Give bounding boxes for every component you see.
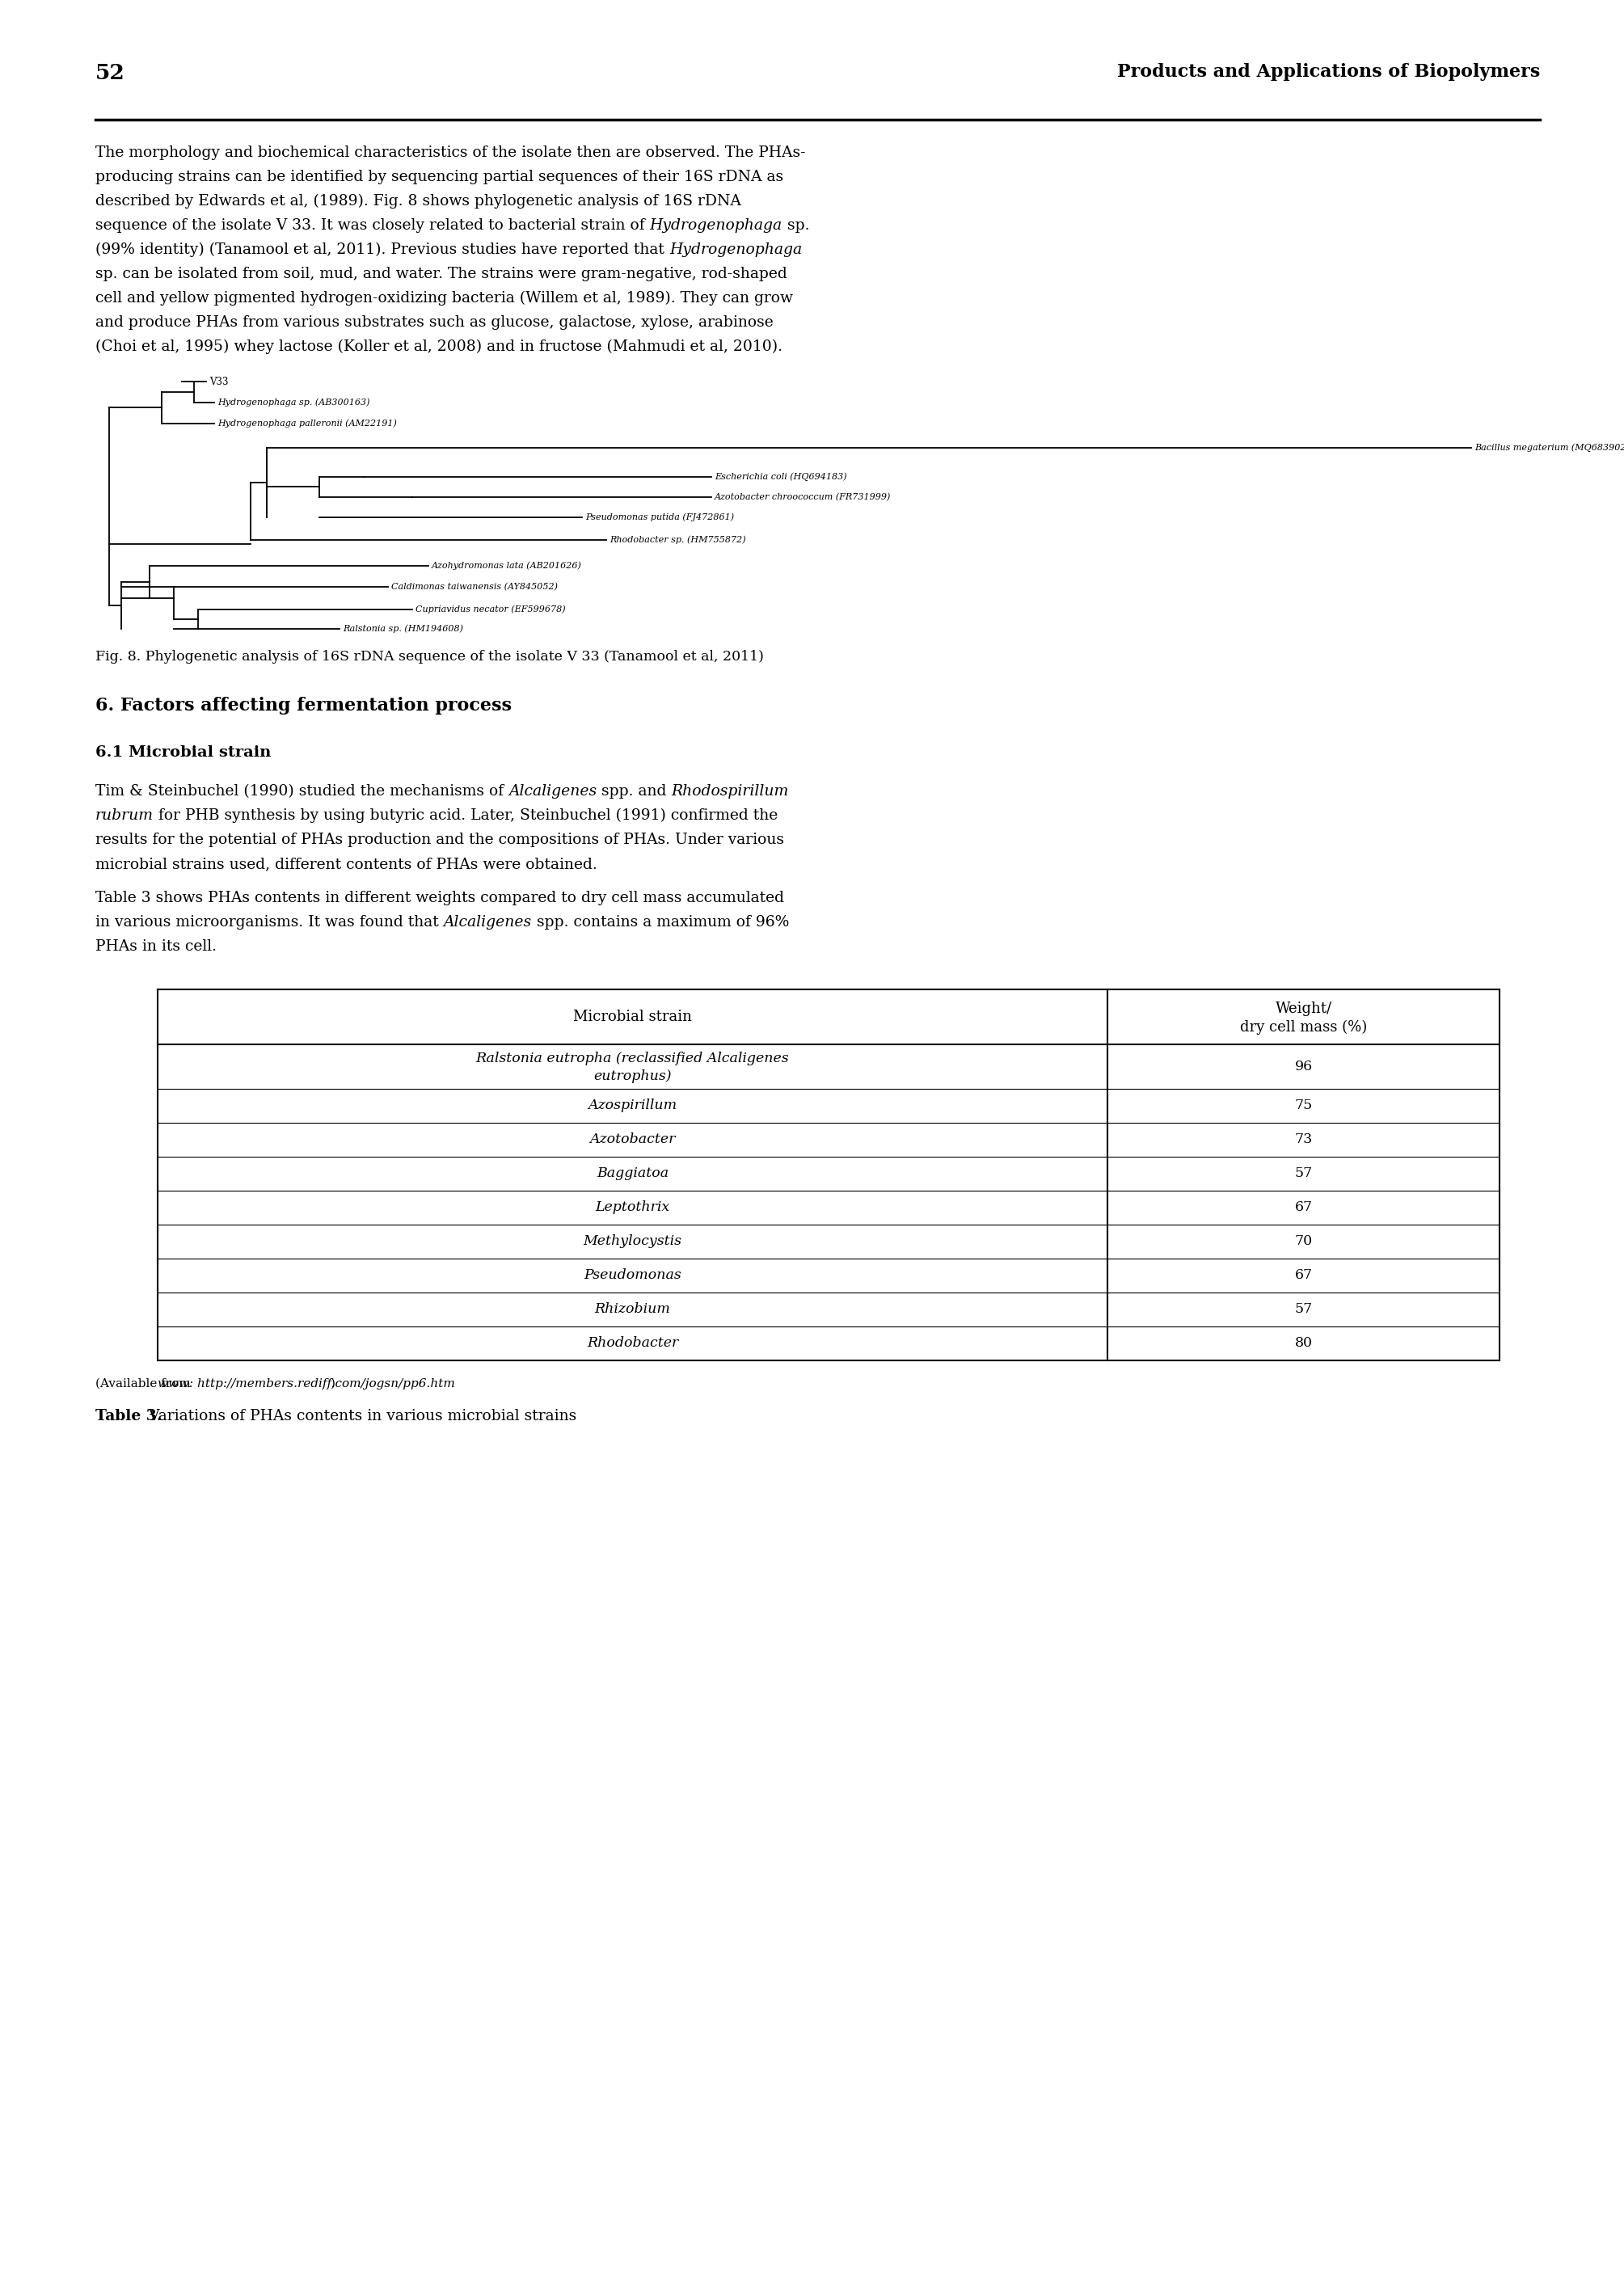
Text: Alcaligenes: Alcaligenes [508,783,596,799]
Text: Ralstonia sp. (HM194608): Ralstonia sp. (HM194608) [343,625,463,632]
Text: cell and yellow pigmented hydrogen-oxidizing bacteria (Willem et al, 1989). They: cell and yellow pigmented hydrogen-oxidi… [96,291,793,307]
Text: (99% identity) (Tanamool et al, 2011). Previous studies have reported that: (99% identity) (Tanamool et al, 2011). P… [96,243,669,256]
Text: Rhodobacter sp. (HM755872): Rhodobacter sp. (HM755872) [609,536,745,545]
Text: 70: 70 [1294,1234,1312,1248]
Text: Table 3 shows PHAs contents in different weights compared to dry cell mass accum: Table 3 shows PHAs contents in different… [96,891,784,905]
Text: Weight/: Weight/ [1275,1001,1332,1017]
Text: Table 3.: Table 3. [96,1408,162,1424]
Text: eutrophus): eutrophus) [593,1069,672,1083]
Text: results for the potential of PHAs production and the compositions of PHAs. Under: results for the potential of PHAs produc… [96,834,784,847]
Text: 80: 80 [1294,1337,1312,1351]
Text: 57: 57 [1294,1168,1312,1182]
Text: 57: 57 [1294,1303,1312,1317]
Text: Baggiatoa: Baggiatoa [596,1168,669,1182]
Text: rubrum: rubrum [96,808,154,822]
Text: www: http://members.rediff.com/jogsn/pp6.htm: www: http://members.rediff.com/jogsn/pp6… [158,1379,455,1390]
Text: and produce PHAs from various substrates such as glucose, galactose, xylose, ara: and produce PHAs from various substrates… [96,316,773,330]
Text: Azotobacter: Azotobacter [590,1134,676,1147]
Text: V33: V33 [209,376,229,387]
Text: 75: 75 [1294,1099,1312,1113]
Text: 67: 67 [1294,1200,1312,1214]
Text: for PHB synthesis by using butyric acid. Later, Steinbuchel (1991) confirmed the: for PHB synthesis by using butyric acid.… [154,808,778,822]
Text: Cupriavidus necator (EF599678): Cupriavidus necator (EF599678) [416,605,565,614]
Text: sequence of the isolate V 33. It was closely related to bacterial strain of: sequence of the isolate V 33. It was clo… [96,218,650,234]
Text: Tim & Steinbuchel (1990) studied the mechanisms of: Tim & Steinbuchel (1990) studied the mec… [96,783,508,799]
Text: 52: 52 [96,64,125,82]
Text: Rhodospirillum: Rhodospirillum [671,783,789,799]
Text: sp.: sp. [783,218,809,234]
Text: Alcaligenes: Alcaligenes [443,916,531,930]
Text: Ralstonia eutropha (reclassified Alcaligenes: Ralstonia eutropha (reclassified Alcalig… [476,1051,789,1065]
Text: Methylocystis: Methylocystis [583,1234,682,1248]
Text: The morphology and biochemical characteristics of the isolate then are observed.: The morphology and biochemical character… [96,147,806,160]
Text: 6. Factors affecting fermentation process: 6. Factors affecting fermentation proces… [96,696,512,714]
Text: described by Edwards et al, (1989). Fig. 8 shows phylogenetic analysis of 16S rD: described by Edwards et al, (1989). Fig.… [96,195,741,208]
Text: sp. can be isolated from soil, mud, and water. The strains were gram-negative, r: sp. can be isolated from soil, mud, and … [96,266,788,282]
Text: Leptothrix: Leptothrix [596,1200,669,1214]
Text: microbial strains used, different contents of PHAs were obtained.: microbial strains used, different conten… [96,856,598,872]
Text: Microbial strain: Microbial strain [573,1010,692,1024]
Text: spp. and: spp. and [596,783,671,799]
Text: PHAs in its cell.: PHAs in its cell. [96,939,216,955]
Text: Hydrogenophaga palleronii (AM22191): Hydrogenophaga palleronii (AM22191) [218,419,396,428]
Text: Products and Applications of Biopolymers: Products and Applications of Biopolymers [1117,64,1540,80]
Text: Rhizobium: Rhizobium [594,1303,671,1317]
Text: dry cell mass (%): dry cell mass (%) [1241,1019,1367,1035]
Text: in various microorganisms. It was found that: in various microorganisms. It was found … [96,916,443,930]
Text: Hydrogenophaga: Hydrogenophaga [669,243,802,256]
Text: spp. contains a maximum of 96%: spp. contains a maximum of 96% [531,916,789,930]
Text: Escherichia coli (HQ694183): Escherichia coli (HQ694183) [715,472,846,481]
Text: Azospirillum: Azospirillum [588,1099,677,1113]
Text: Azohydromonas lata (AB201626): Azohydromonas lata (AB201626) [432,561,581,570]
Text: Pseudomonas: Pseudomonas [583,1269,682,1282]
Text: Fig. 8. Phylogenetic analysis of 16S rDNA sequence of the isolate V 33 (Tanamool: Fig. 8. Phylogenetic analysis of 16S rDN… [96,650,763,664]
Text: Bacillus megaterium (MQ683902): Bacillus megaterium (MQ683902) [1475,444,1624,451]
Text: producing strains can be identified by sequencing partial sequences of their 16S: producing strains can be identified by s… [96,169,783,183]
Text: Caldimonas taiwanensis (AY845052): Caldimonas taiwanensis (AY845052) [391,582,557,591]
Text: 6.1 Microbial strain: 6.1 Microbial strain [96,744,271,760]
Text: 73: 73 [1294,1134,1312,1147]
Text: 67: 67 [1294,1269,1312,1282]
Text: Hydrogenophaga: Hydrogenophaga [650,218,783,234]
Text: Variations of PHAs contents in various microbial strains: Variations of PHAs contents in various m… [145,1408,577,1424]
Text: (Choi et al, 1995) whey lactose (Koller et al, 2008) and in fructose (Mahmudi et: (Choi et al, 1995) whey lactose (Koller … [96,339,783,355]
Text: Azotobacter chroococcum (FR731999): Azotobacter chroococcum (FR731999) [715,492,892,502]
Text: ): ) [330,1379,335,1390]
Text: 96: 96 [1294,1060,1312,1074]
Text: (Available from: (Available from [96,1379,195,1390]
Text: Rhodobacter: Rhodobacter [586,1337,679,1351]
Text: Pseudomonas putida (FJ472861): Pseudomonas putida (FJ472861) [585,513,734,522]
Text: Hydrogenophaga sp. (AB300163): Hydrogenophaga sp. (AB300163) [218,398,370,408]
